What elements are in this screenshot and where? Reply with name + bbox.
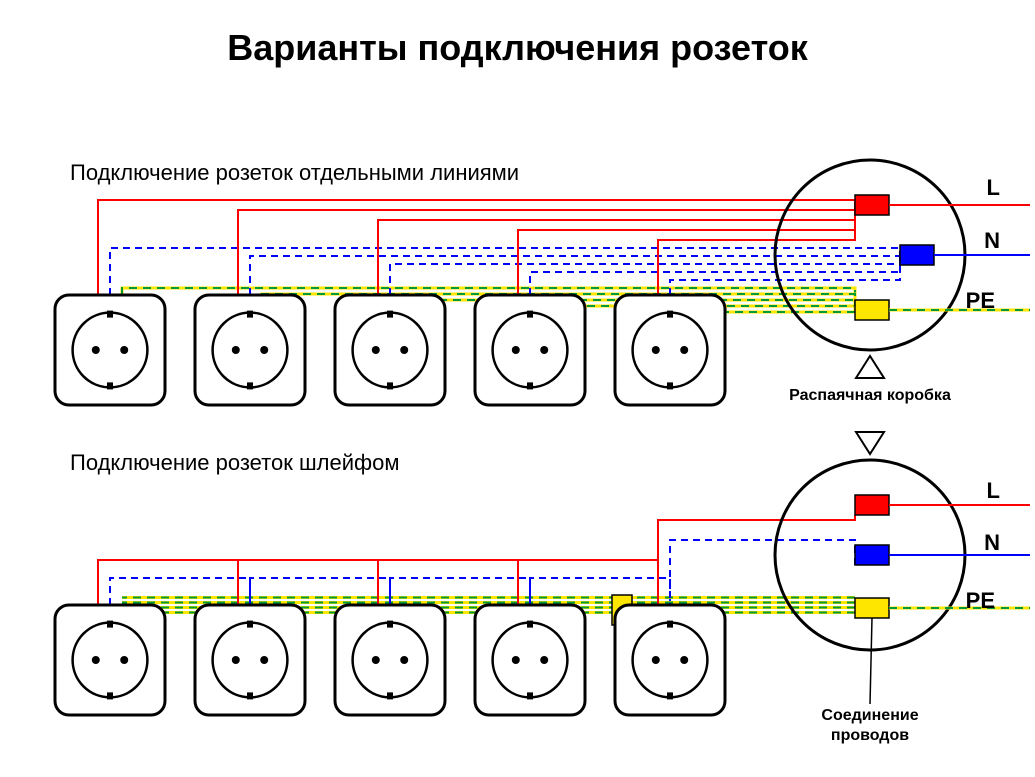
junction2-label-l1: Соединение — [821, 707, 918, 724]
socket-b1 — [55, 605, 165, 715]
socket-a1 — [55, 295, 165, 405]
terminal2-label-n: N — [984, 530, 1000, 555]
socket-b5 — [615, 605, 725, 715]
terminal2-pe — [855, 598, 889, 618]
socket-a4 — [475, 295, 585, 405]
socket-a2 — [195, 295, 305, 405]
terminal-label-pe: PE — [966, 288, 995, 313]
socket-b4 — [475, 605, 585, 715]
terminal-label-n: N — [984, 228, 1000, 253]
section1-subtitle: Подключение розеток отдельными линиями — [70, 160, 519, 185]
junction2-label-l2: проводов — [831, 727, 909, 744]
terminal-pe — [855, 300, 889, 320]
terminal-n — [900, 245, 934, 265]
terminal2-n — [855, 545, 889, 565]
page-title: Варианты подключения розеток — [227, 27, 809, 68]
junction1-label: Распаячная коробка — [789, 387, 951, 404]
terminal2-label-l: L — [987, 478, 1000, 503]
socket-b3 — [335, 605, 445, 715]
terminal-l — [855, 195, 889, 215]
wiring-diagram: Варианты подключения розеток Подключение … — [0, 0, 1035, 777]
terminal-label-l: L — [987, 175, 1000, 200]
terminal2-label-pe: PE — [966, 588, 995, 613]
socket-a3 — [335, 295, 445, 405]
section2-subtitle: Подключение розеток шлейфом — [70, 450, 399, 475]
socket-a5 — [615, 295, 725, 405]
terminal2-l — [855, 495, 889, 515]
socket-b2 — [195, 605, 305, 715]
